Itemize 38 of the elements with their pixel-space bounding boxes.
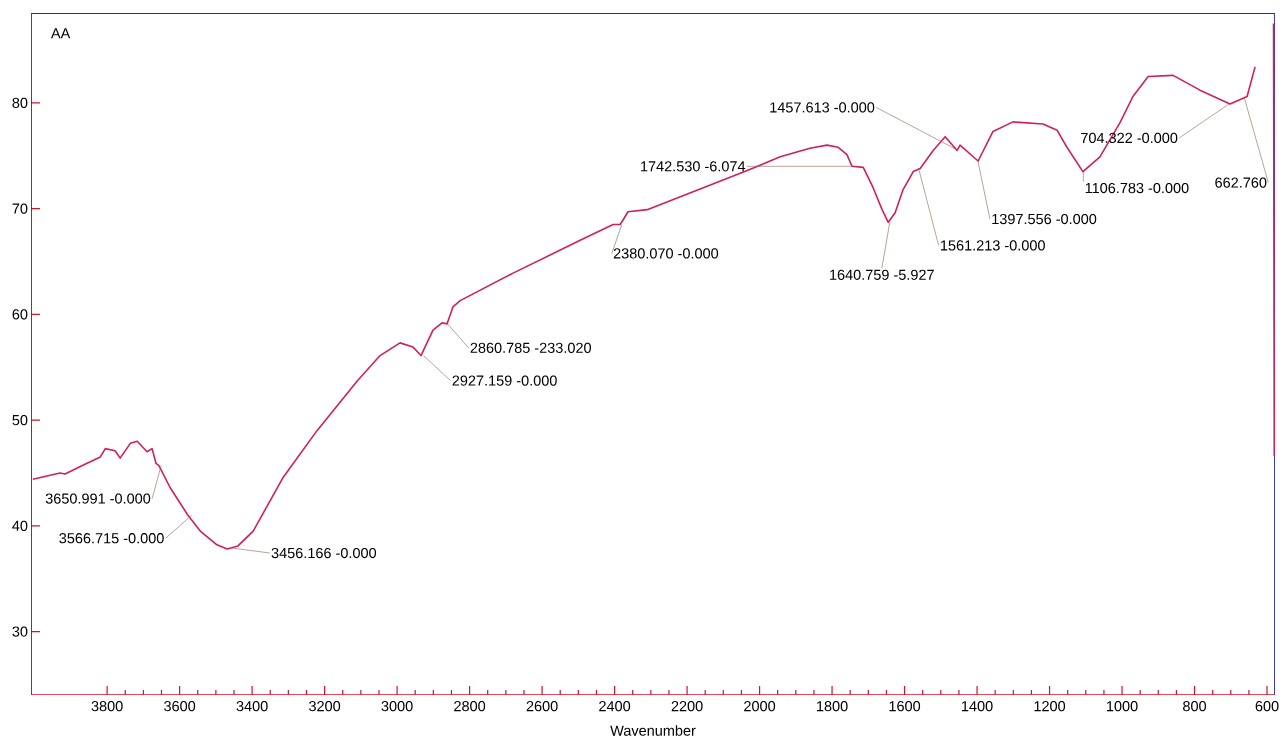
x-tick-label: 3200 [309,701,341,712]
x-tick-label: 3600 [164,701,196,712]
x-tick-label: 2200 [671,701,703,712]
x-tick-label: 1800 [817,701,848,712]
x-tick-label: 2000 [744,701,776,712]
annotation: 3650.991 -0.000 [45,493,151,504]
annotation: 1106.783 -0.000 [1085,182,1189,194]
annotation: 1397.556 -0.000 [992,213,1097,225]
y-tick-label: 80 [12,97,28,108]
text: AA [50,28,71,39]
annotation: 1561.213 -0.000 [941,240,1045,251]
y-tick-label: 70 [12,203,28,214]
x-tick-label: 800 [1183,701,1207,712]
annotation: 2860.785 -233.020 [470,342,591,353]
x-tick-label: 2800 [454,701,486,712]
annotation: 2927.159 -0.000 [452,375,557,386]
y-tick-label: 40 [12,520,28,531]
y-tick-label: 60 [12,309,28,320]
y-tick-label: 30 [12,626,28,637]
annotation: 1742.530 -6.074 [641,161,746,172]
x-tick-label: 3000 [381,701,413,712]
annotation: 3456.166 -0.000 [271,547,377,559]
x-tick-label: 3800 [91,701,123,712]
annotation: 662.760 [1215,177,1267,188]
annotation: 3566.715 -0.000 [59,533,164,544]
annotation: 1457.613 -0.000 [770,102,875,113]
y-tick-label: 50 [12,414,28,426]
x-tick-label: 1200 [1034,701,1066,712]
annotation: 2380.070 -0.000 [613,248,719,259]
x-tick-label: 1000 [1107,701,1138,712]
x-tick-label: 2400 [599,701,631,712]
annotation: 1640.759 -5.927 [830,269,934,280]
x-tick-label: 1600 [889,701,921,712]
x-tick-label: 2600 [526,701,558,712]
x-tick-label: 1400 [962,701,993,712]
x-axis-title: Wavenumber [610,725,696,736]
x-tick-label: 3400 [236,701,268,712]
x-tick-label: 600 [1255,701,1279,712]
